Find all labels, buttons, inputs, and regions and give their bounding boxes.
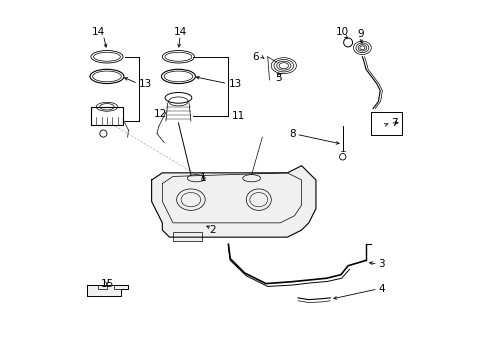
Text: 4: 4 <box>378 284 384 294</box>
Text: 9: 9 <box>356 29 363 39</box>
Text: 5: 5 <box>275 73 281 83</box>
Text: 6: 6 <box>252 52 258 62</box>
Text: 13: 13 <box>228 78 241 89</box>
Bar <box>370 112 401 135</box>
Text: 3: 3 <box>378 259 384 269</box>
Polygon shape <box>87 285 128 296</box>
Text: 11: 11 <box>231 111 245 121</box>
Text: 13: 13 <box>139 78 152 89</box>
Text: 14: 14 <box>91 27 104 37</box>
Text: 8: 8 <box>289 129 295 139</box>
Text: 1: 1 <box>200 173 206 183</box>
Bar <box>173 232 201 241</box>
Bar <box>91 107 123 125</box>
Text: 10: 10 <box>335 27 348 37</box>
Text: 15: 15 <box>100 279 113 289</box>
Text: 2: 2 <box>208 225 215 235</box>
Polygon shape <box>151 166 315 237</box>
Text: 14: 14 <box>173 27 186 37</box>
Text: 7: 7 <box>390 118 397 128</box>
Text: 12: 12 <box>153 109 166 119</box>
